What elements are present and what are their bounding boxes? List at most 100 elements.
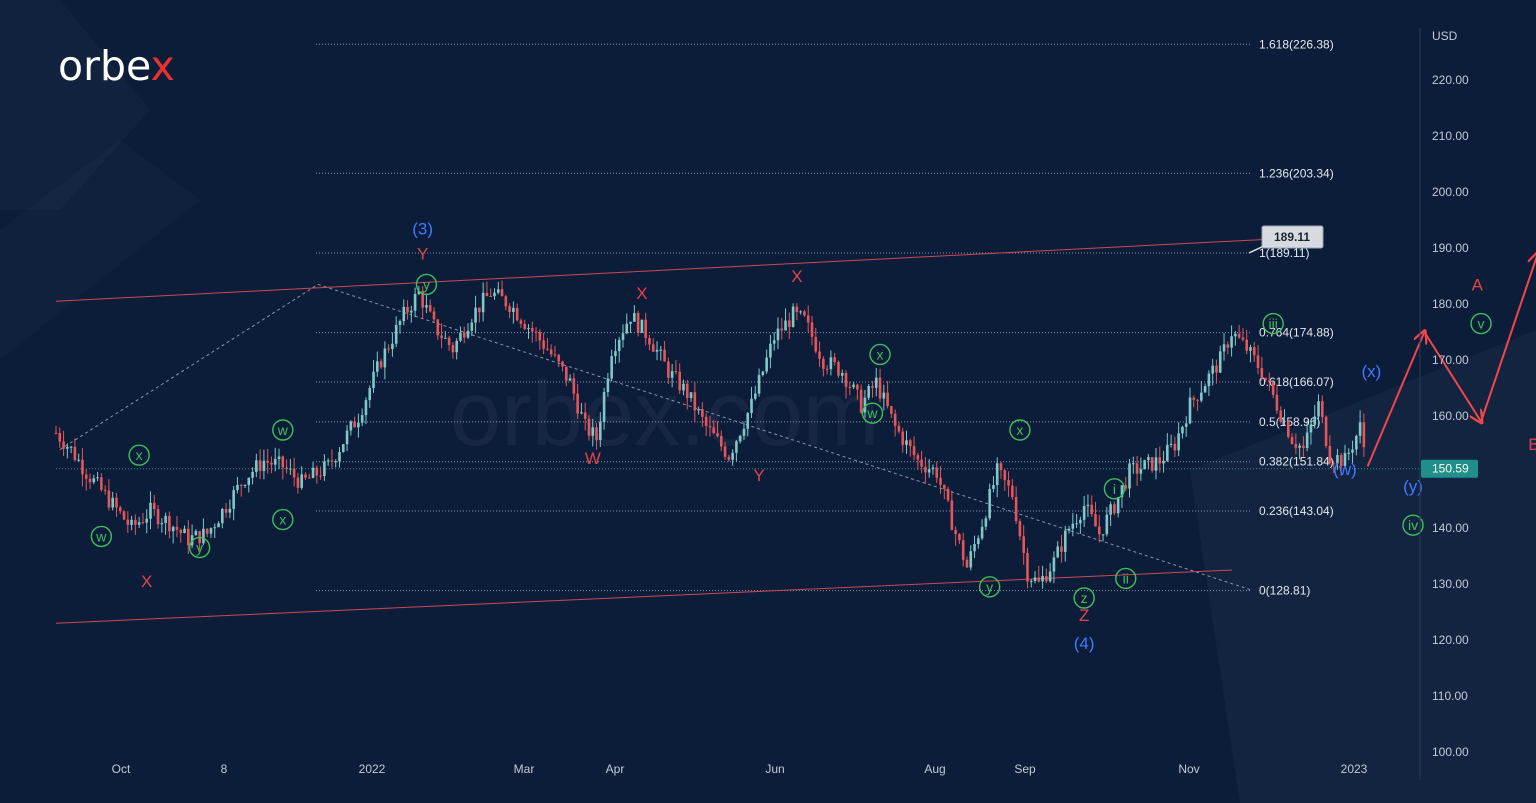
candle-body [931, 467, 935, 470]
candle-body [954, 529, 957, 535]
candle-body [1192, 397, 1196, 400]
candle-body [130, 519, 133, 525]
fib-level-label: 0(128.81) [1259, 584, 1310, 598]
candle-body [1226, 344, 1230, 348]
candle-body [1286, 421, 1290, 438]
candle-body [1298, 445, 1301, 448]
wave-label-blue: (x) [1362, 362, 1382, 381]
y-tick-label: 180.00 [1432, 297, 1469, 311]
current-price-tag [1421, 459, 1478, 478]
candle-body [1026, 552, 1029, 582]
wave-label-green: iv [1408, 517, 1418, 533]
fib-level-label: 0.382(151.84) [1259, 455, 1334, 469]
candle-body [1041, 576, 1044, 582]
candle-body [413, 294, 417, 311]
candle-body [912, 446, 916, 456]
candle-body [651, 344, 655, 352]
candle-body [1188, 397, 1192, 424]
candle-body [723, 446, 727, 457]
candle-body [519, 320, 523, 324]
candle-body [958, 534, 961, 541]
x-tick-label: 8 [221, 762, 228, 776]
candle-body [187, 528, 190, 546]
candle-body [376, 361, 379, 372]
candle-body [270, 462, 273, 465]
candle-body [916, 455, 920, 460]
candle-body [236, 484, 239, 491]
candle-body [232, 490, 235, 509]
wave-circle [1402, 514, 1424, 536]
candle-body [1260, 367, 1264, 378]
fib-level-label: 0.5(158.96) [1259, 415, 1320, 429]
candle-body [160, 523, 164, 525]
candle-body [515, 307, 519, 321]
candle-body [334, 461, 338, 463]
candle-body [670, 371, 674, 378]
candle-body [1230, 336, 1233, 348]
candle-body [735, 441, 738, 453]
wave-label-green: ii [1123, 570, 1129, 586]
current-price-label: 150.59 [1432, 462, 1469, 476]
candle-body [107, 490, 111, 508]
wave-label-green: iii [1268, 316, 1277, 332]
candle-body [935, 467, 939, 478]
candle-body [523, 323, 527, 329]
brand-logo-text: orbe [58, 42, 151, 90]
candle-body [701, 409, 704, 417]
candle-body [175, 526, 179, 530]
candle-body [977, 538, 980, 545]
candle-body [1014, 497, 1018, 522]
candle-body [1234, 333, 1237, 337]
y-tick-label: 190.00 [1432, 241, 1469, 255]
candle-body [980, 526, 984, 539]
x-tick-label: Oct [112, 762, 131, 776]
candle-body [391, 343, 394, 350]
candle-body [1305, 432, 1309, 448]
candle-body [791, 306, 795, 327]
wave-label-green: y [423, 276, 430, 292]
candle-body [1029, 581, 1033, 583]
candle-body [69, 446, 73, 448]
wave-label-red: Z [1079, 606, 1089, 625]
candle-body [66, 446, 69, 449]
candle-body [353, 421, 356, 428]
fib-level-label: 0.618(166.07) [1259, 375, 1334, 389]
candle-body [689, 392, 693, 399]
candle-body [1067, 528, 1071, 531]
candle-body [58, 432, 62, 442]
candle-body [1215, 365, 1218, 373]
wave-circle [1262, 312, 1284, 335]
candle-body [1052, 557, 1056, 572]
candle-body [606, 378, 610, 392]
candle-body [939, 477, 942, 485]
candle-body [152, 502, 156, 510]
y-tick-label: 130.00 [1432, 577, 1469, 591]
candle-body [924, 466, 927, 473]
candle-body [1328, 445, 1332, 464]
candle-body [1158, 457, 1162, 464]
candle-body [474, 307, 477, 323]
upper-channel-line [55, 239, 1263, 302]
wave-label-red: Y [753, 466, 764, 485]
candle-body [625, 323, 629, 334]
fibonacci-levels: 1.618(226.38) 1.236(203.34) 1(189.11) 0.764… [56, 37, 1420, 598]
candle-body [682, 383, 685, 391]
wave-label-red: Y [417, 245, 428, 264]
candle-body [402, 306, 406, 322]
candle-body [296, 477, 300, 488]
candle-body [633, 313, 636, 322]
wave-label-blue: (3) [412, 219, 433, 238]
candle-body [946, 488, 950, 501]
candle-body [1132, 463, 1135, 465]
candle-body [1166, 444, 1169, 461]
candle-body [277, 456, 281, 460]
x-tick-label: Apr [606, 762, 625, 776]
candle-body [1037, 577, 1041, 582]
candle-body [1086, 504, 1090, 506]
trend-dashed-line [317, 283, 1251, 591]
candle-body [886, 392, 889, 407]
wave-circle [1009, 419, 1031, 441]
candle-body [738, 435, 742, 442]
candle-body [262, 460, 266, 471]
